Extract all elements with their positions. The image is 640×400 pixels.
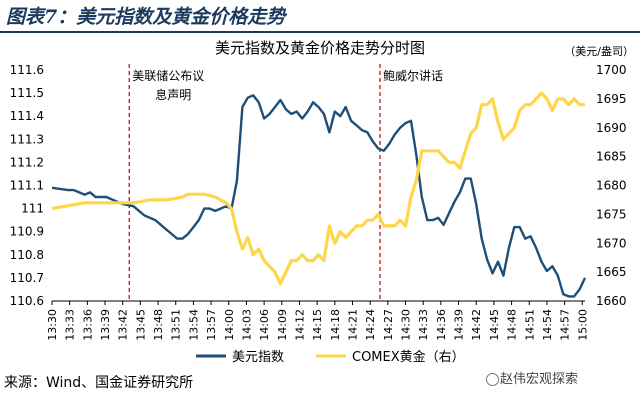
x-tick-label: 13:57 bbox=[205, 309, 218, 341]
x-tick-label: 13:54 bbox=[187, 309, 200, 341]
x-tick-label: 14:39 bbox=[453, 309, 466, 341]
y-right-tick-label: 1690 bbox=[596, 121, 627, 135]
y-right-tick-label: 1665 bbox=[596, 265, 627, 279]
y-left-tick-label: 111.5 bbox=[10, 86, 44, 100]
x-tick-label: 14:36 bbox=[435, 309, 448, 341]
x-tick-label: 14:33 bbox=[417, 309, 430, 341]
x-tick-label: 13:51 bbox=[170, 309, 183, 341]
x-tick-label: 14:24 bbox=[364, 309, 377, 341]
y-left-tick-label: 110.7 bbox=[10, 271, 44, 285]
x-tick-label: 14:21 bbox=[346, 309, 359, 341]
y-left-tick-label: 110.9 bbox=[10, 225, 44, 239]
y-right-tick-label: 1660 bbox=[596, 294, 627, 308]
legend-label: COMEX黄金（右） bbox=[352, 349, 465, 365]
x-tick-label: 14:30 bbox=[400, 309, 413, 341]
y-left-tick-label: 111.2 bbox=[10, 155, 44, 169]
y-left-tick-label: 110.6 bbox=[10, 294, 44, 308]
annotation-text: 息声明 bbox=[155, 87, 191, 102]
watermark: 赵伟宏观探索 bbox=[500, 368, 578, 387]
chart: 美元指数及黄金价格走势分时图 （美元/盎司） 110.6 110.7 110.8 11… bbox=[0, 0, 640, 400]
x-tick-label: 13:45 bbox=[134, 309, 147, 341]
x-tick-label: 14:57 bbox=[559, 309, 572, 341]
x-tick-label: 14:09 bbox=[276, 309, 289, 341]
x-tick-label: 13:33 bbox=[64, 309, 77, 341]
chart-title: 美元指数及黄金价格走势分时图 bbox=[215, 39, 425, 57]
y-right-tick-label: 1700 bbox=[596, 63, 627, 77]
x-tick-label: 14:48 bbox=[506, 309, 519, 341]
y-left-tick-label: 111.6 bbox=[10, 63, 44, 77]
source-note: 来源：Wind、国金证券研究所 bbox=[4, 372, 193, 392]
y-left-tick-label: 111 bbox=[21, 202, 44, 216]
y-left-tick-label: 111.3 bbox=[10, 132, 44, 146]
y-right-tick-label: 1680 bbox=[596, 179, 627, 193]
y-right-tick-label: 1670 bbox=[596, 236, 627, 250]
gold-price-line bbox=[52, 93, 585, 284]
x-tick-label: 13:30 bbox=[46, 309, 59, 341]
right-axis-unit: （美元/盎司） bbox=[564, 44, 634, 58]
x-tick-label: 14:06 bbox=[258, 309, 271, 341]
x-tick-label: 13:48 bbox=[152, 309, 165, 341]
y-right-tick-label: 1695 bbox=[596, 92, 627, 106]
x-tick-label: 14:51 bbox=[523, 309, 536, 341]
x-tick-label: 15:00 bbox=[576, 309, 589, 341]
y-right-tick-label: 1685 bbox=[596, 150, 627, 164]
x-tick-label: 14:45 bbox=[488, 309, 501, 341]
x-tick-label: 14:15 bbox=[311, 309, 324, 341]
annotation-text: 美联储公布议 bbox=[132, 68, 204, 83]
y-left-tick-label: 111.4 bbox=[10, 109, 44, 123]
x-tick-label: 14:03 bbox=[240, 309, 253, 341]
x-tick-label: 14:00 bbox=[223, 309, 236, 341]
legend-label: 美元指数 bbox=[232, 350, 284, 365]
x-tick-label: 13:39 bbox=[99, 309, 112, 341]
usd-index-line bbox=[52, 95, 585, 296]
x-tick-label: 14:18 bbox=[329, 309, 342, 341]
y-left-tick-label: 111.1 bbox=[10, 179, 44, 193]
y-left-tick-label: 110.8 bbox=[10, 248, 44, 262]
wechat-icon bbox=[486, 373, 499, 386]
x-tick-label: 13:36 bbox=[81, 309, 94, 341]
x-tick-label: 13:42 bbox=[117, 309, 130, 341]
y-right-tick-label: 1675 bbox=[596, 207, 627, 221]
x-tick-label: 14:42 bbox=[470, 309, 483, 341]
x-tick-label: 14:12 bbox=[293, 309, 306, 341]
x-tick-label: 14:27 bbox=[382, 309, 395, 341]
x-tick-label: 14:54 bbox=[541, 309, 554, 341]
annotation-text: 鲍威尔讲话 bbox=[383, 68, 443, 83]
